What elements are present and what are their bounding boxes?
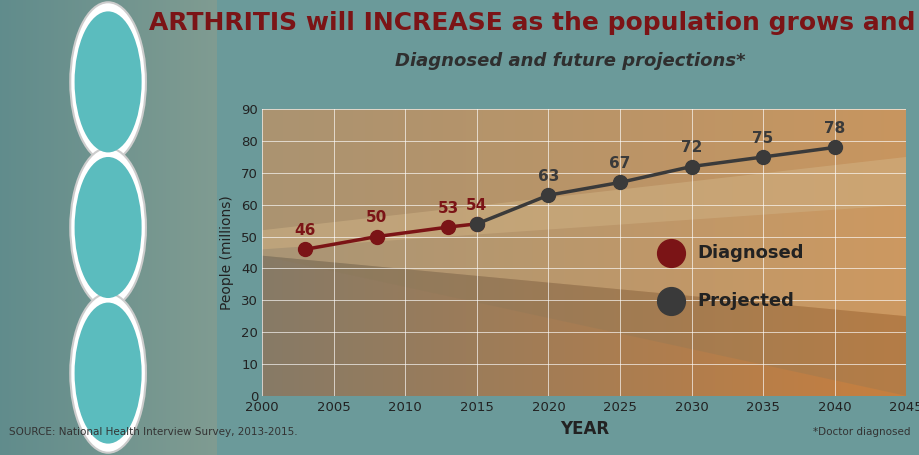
Y-axis label: People (millions): People (millions) <box>220 195 234 310</box>
Circle shape <box>74 157 142 298</box>
Text: Diagnosed and future projections*: Diagnosed and future projections* <box>395 52 744 71</box>
Text: 46: 46 <box>294 223 315 238</box>
Text: 75: 75 <box>752 131 773 146</box>
Text: 78: 78 <box>823 121 845 136</box>
Text: 67: 67 <box>608 157 630 171</box>
Circle shape <box>74 303 142 444</box>
X-axis label: YEAR: YEAR <box>559 420 608 438</box>
Polygon shape <box>262 157 905 316</box>
Text: Diagnosed: Diagnosed <box>697 243 802 262</box>
Circle shape <box>74 11 142 152</box>
Polygon shape <box>262 109 905 249</box>
Text: Projected: Projected <box>697 292 793 310</box>
Polygon shape <box>262 256 905 396</box>
Text: 72: 72 <box>680 141 701 156</box>
Text: 54: 54 <box>466 198 487 212</box>
Circle shape <box>70 2 146 162</box>
Circle shape <box>70 148 146 307</box>
Text: 53: 53 <box>437 201 459 216</box>
Text: *Doctor diagnosed: *Doctor diagnosed <box>812 427 910 437</box>
Text: 50: 50 <box>366 211 387 225</box>
Text: SOURCE: National Health Interview Survey, 2013-2015.: SOURCE: National Health Interview Survey… <box>9 427 298 437</box>
Text: 63: 63 <box>537 169 559 184</box>
Circle shape <box>70 293 146 453</box>
Text: ARTHRITIS will INCREASE as the population grows and ages: ARTHRITIS will INCREASE as the populatio… <box>149 11 919 35</box>
